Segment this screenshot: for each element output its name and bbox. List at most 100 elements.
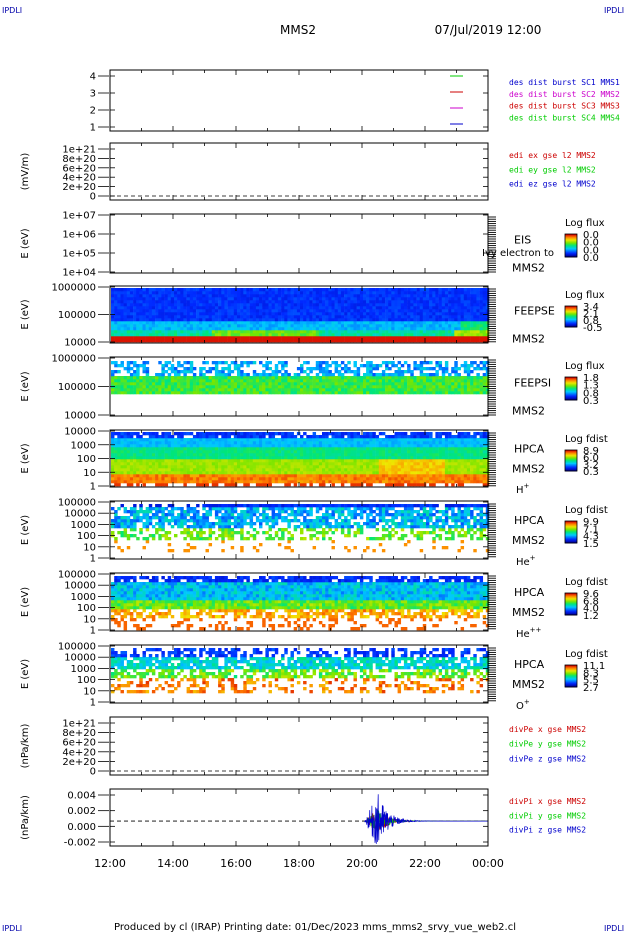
spectrogram-cell (277, 465, 282, 469)
spectrogram-cell (366, 373, 370, 377)
spectrogram-cell (186, 462, 191, 466)
spectrogram-cell (164, 453, 169, 457)
spectrogram-cell (432, 382, 436, 386)
spectrogram-cell (385, 327, 389, 331)
spectrogram-cell (117, 465, 121, 469)
spectrogram-cell (196, 336, 200, 340)
spectrogram-cell (237, 379, 241, 383)
spectrogram-cell (111, 324, 115, 328)
spectrogram-cell (142, 459, 146, 463)
spectrogram-cell (353, 294, 357, 298)
spectrogram-cell (240, 333, 244, 337)
spectrogram-cell (438, 312, 443, 316)
spectrogram-cell (419, 321, 424, 325)
spectrogram-cell (208, 309, 213, 313)
spectrogram-cell (303, 312, 307, 316)
spectrogram-cell (375, 330, 380, 334)
spectrogram-cell (199, 297, 203, 301)
spectrogram-cell (167, 327, 172, 331)
spectrogram-cell (347, 462, 351, 466)
spectrogram-cell (356, 324, 361, 328)
spectrogram-cell (205, 438, 209, 442)
spectrogram-cell (126, 367, 131, 371)
spectrogram-cell (230, 288, 235, 292)
spectrogram-cell (139, 297, 143, 301)
spectrogram-cell (460, 339, 465, 343)
spectrogram-cell (318, 471, 323, 475)
spectrogram-cell (186, 336, 191, 340)
spectrogram-cell (265, 312, 269, 316)
spectrogram-cell (224, 327, 228, 331)
spectrogram-cell (322, 306, 326, 310)
spectrogram-cell (255, 297, 260, 301)
spectrogram-cell (211, 361, 216, 365)
spectrogram-cell (183, 303, 187, 307)
spectrogram-cell (164, 297, 169, 301)
spectrogram-cell (237, 388, 241, 392)
colorbar-frame (564, 376, 578, 401)
spectrogram-cell (243, 471, 247, 475)
spectrogram-cell (277, 444, 282, 448)
spectrogram-cell (268, 288, 272, 292)
spectrogram-cell (388, 315, 392, 319)
spectrogram-cell (145, 471, 150, 475)
spectrogram-cell (438, 309, 443, 313)
spectrogram-cell (473, 300, 477, 304)
spectrogram-cell (334, 364, 339, 368)
spectrogram-cell (167, 379, 172, 383)
spectrogram-cell (151, 468, 156, 472)
spectrogram-cell (451, 303, 455, 307)
spectrogram-cell (334, 333, 339, 337)
spectrogram-cell (183, 294, 187, 298)
spectrogram-cell (435, 385, 439, 389)
spectrogram-cell (262, 453, 266, 457)
spectrogram-cell (460, 297, 465, 301)
spectrogram-cell (284, 459, 288, 463)
spectrogram-cell (145, 453, 150, 457)
spectrogram-cell (476, 336, 480, 340)
spectrogram-cell (161, 450, 165, 454)
spectrogram-cell (214, 379, 219, 383)
spectrogram-cell (426, 373, 430, 377)
spectrogram-cell (375, 300, 380, 304)
spectrogram-cell (444, 376, 449, 380)
spectrogram-cell (344, 432, 348, 436)
spectrogram-cell (180, 453, 184, 457)
spectrogram-cell (170, 288, 175, 292)
spectrogram-cell (158, 471, 162, 475)
spectrogram-cell (369, 370, 373, 374)
spectrogram-cell (293, 297, 298, 301)
spectrogram-cell (230, 480, 235, 484)
spectrogram-cell (123, 336, 128, 340)
spectrogram-cell (385, 303, 389, 307)
spectrogram-cell (375, 315, 380, 319)
spectrogram-cell (400, 336, 405, 340)
spectrogram-cell (482, 382, 487, 386)
spectrogram-cell (180, 303, 184, 307)
spectrogram-cell (174, 465, 178, 469)
spectrogram-cell (246, 450, 250, 454)
colorbar-swatch (565, 236, 577, 239)
spectrogram-cell (347, 456, 351, 460)
spectrogram-cell (196, 385, 200, 389)
spectrogram-cell (202, 373, 206, 377)
spectrogram-cell (448, 300, 452, 304)
spectrogram-cell (340, 324, 345, 328)
spectrogram-cell (284, 288, 288, 292)
spectrogram-cell (318, 294, 323, 298)
spectrogram-cell (230, 444, 235, 448)
spectrogram-cell (199, 456, 203, 460)
spectrogram-cell (202, 382, 206, 386)
spectrogram-cell (293, 288, 298, 292)
spectrogram-cell (407, 370, 411, 374)
spectrogram-cell (482, 373, 487, 377)
spectrogram-cell (262, 385, 266, 389)
spectrogram-cell (161, 435, 165, 439)
spectrogram-cell (262, 441, 266, 445)
spectrogram-cell (211, 459, 216, 463)
spectrogram-cell (309, 453, 313, 457)
spectrogram-cell (413, 361, 417, 365)
spectrogram-cell (281, 382, 285, 386)
spectrogram-cell (366, 388, 370, 392)
spectrogram-cell (356, 474, 361, 478)
